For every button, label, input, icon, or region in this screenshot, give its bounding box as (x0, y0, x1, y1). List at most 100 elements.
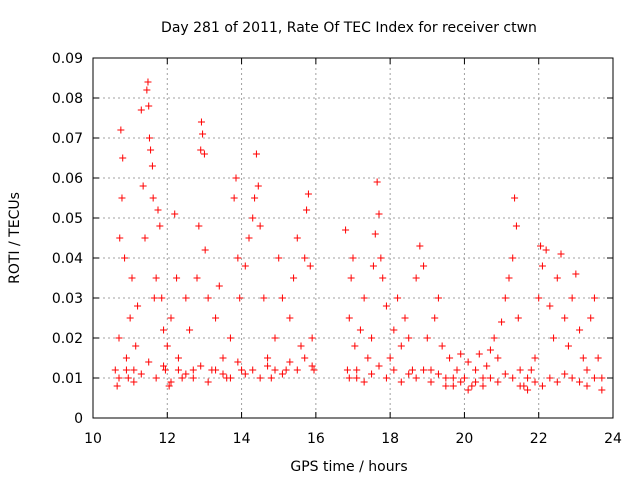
data-point (412, 374, 420, 382)
x-tick-label: 24 (604, 431, 622, 447)
data-point (590, 374, 598, 382)
data-point (498, 318, 506, 326)
data-point (475, 350, 483, 358)
data-point (479, 382, 487, 390)
data-point (178, 374, 186, 382)
y-tick-label: 0.05 (52, 211, 83, 227)
data-point (375, 210, 383, 218)
data-point (297, 342, 305, 350)
data-point (416, 242, 424, 250)
data-point (215, 282, 223, 290)
data-point (431, 314, 439, 322)
data-point (132, 342, 140, 350)
data-point (472, 366, 480, 374)
data-point (148, 162, 156, 170)
data-point (343, 366, 351, 374)
data-point (152, 274, 160, 282)
tick-labels: 0 0.01 0.02 0.03 0.04 0.05 0.06 0.07 0.08 0.09 10 1… (52, 51, 622, 447)
data-point (201, 246, 209, 254)
data-point (171, 210, 179, 218)
data-point (174, 366, 182, 374)
data-point (594, 354, 602, 362)
data-point (236, 294, 244, 302)
data-point (538, 382, 546, 390)
data-point (182, 370, 190, 378)
axis-ticks (92, 57, 614, 419)
data-point (252, 150, 260, 158)
y-tick-label: 0.06 (52, 171, 83, 187)
data-point (449, 382, 457, 390)
data-point (260, 294, 268, 302)
data-point (442, 374, 450, 382)
data-point (308, 334, 316, 342)
data-point (219, 370, 227, 378)
data-point (156, 222, 164, 230)
data-point (195, 222, 203, 230)
data-point (141, 234, 149, 242)
data-point (264, 362, 272, 370)
data-point (241, 262, 249, 270)
data-point (301, 254, 309, 262)
data-point (137, 370, 145, 378)
data-point (264, 354, 272, 362)
data-point (167, 378, 175, 386)
data-point (464, 358, 472, 366)
data-point (509, 374, 517, 382)
data-point (379, 274, 387, 282)
data-point (267, 374, 275, 382)
data-point (598, 374, 606, 382)
data-point (160, 326, 168, 334)
data-point (486, 374, 494, 382)
data-point (118, 194, 126, 202)
data-point (197, 146, 205, 154)
data-point (204, 378, 212, 386)
data-point (401, 314, 409, 322)
data-point (113, 382, 121, 390)
data-point (212, 314, 220, 322)
data-point (154, 206, 162, 214)
data-point (310, 366, 318, 374)
data-point (583, 382, 591, 390)
data-point (405, 370, 413, 378)
data-point (122, 366, 130, 374)
data-point (501, 294, 509, 302)
y-tick-label: 0.04 (52, 251, 83, 267)
data-point (427, 378, 435, 386)
data-point (301, 354, 309, 362)
data-point (557, 250, 565, 258)
data-point (564, 342, 572, 350)
data-point (546, 302, 554, 310)
data-point (115, 334, 123, 342)
data-point (145, 102, 153, 110)
data-point (442, 382, 450, 390)
data-point (238, 366, 246, 374)
data-point (245, 234, 253, 242)
data-point (550, 334, 558, 342)
y-tick-label: 0.01 (52, 371, 83, 387)
y-tick-label: 0.03 (52, 291, 83, 307)
data-point (278, 294, 286, 302)
data-point (130, 366, 138, 374)
data-point (200, 150, 208, 158)
data-point (234, 254, 242, 262)
data-point (377, 254, 385, 262)
data-point (538, 262, 546, 270)
data-point (152, 374, 160, 382)
data-point (126, 314, 134, 322)
data-point (174, 354, 182, 362)
x-tick-label: 18 (381, 431, 399, 447)
data-point (189, 366, 197, 374)
data-point (139, 182, 147, 190)
data-point (457, 350, 465, 358)
data-point (226, 334, 234, 342)
data-point (115, 374, 123, 382)
x-tick-label: 10 (84, 431, 102, 447)
data-point (579, 354, 587, 362)
data-point (256, 374, 264, 382)
data-point (390, 326, 398, 334)
data-point (278, 370, 286, 378)
data-point (249, 366, 257, 374)
data-point (364, 354, 372, 362)
data-point (535, 294, 543, 302)
